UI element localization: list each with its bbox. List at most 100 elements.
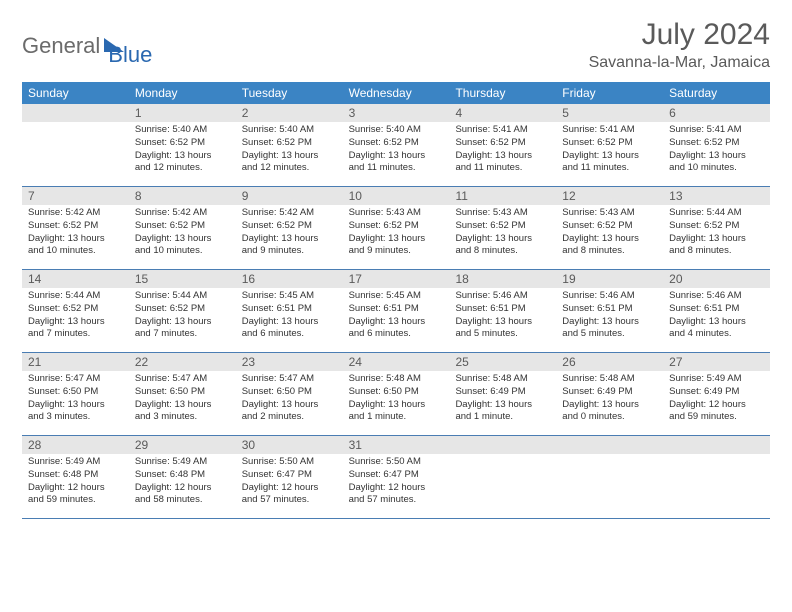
- day-body: Sunrise: 5:44 AMSunset: 6:52 PMDaylight:…: [663, 205, 770, 262]
- day-cell: 22Sunrise: 5:47 AMSunset: 6:50 PMDayligh…: [129, 353, 236, 435]
- day-body: Sunrise: 5:40 AMSunset: 6:52 PMDaylight:…: [236, 122, 343, 179]
- location-label: Savanna-la-Mar, Jamaica: [589, 54, 770, 72]
- sunrise-text: Sunrise: 5:49 AM: [669, 373, 764, 386]
- daylight-text: Daylight: 13 hours and 12 minutes.: [242, 150, 337, 176]
- day-number: 21: [22, 353, 129, 371]
- day-body: Sunrise: 5:40 AMSunset: 6:52 PMDaylight:…: [129, 122, 236, 179]
- day-cell: 30Sunrise: 5:50 AMSunset: 6:47 PMDayligh…: [236, 436, 343, 518]
- week-row: 14Sunrise: 5:44 AMSunset: 6:52 PMDayligh…: [22, 270, 770, 353]
- sunset-text: Sunset: 6:52 PM: [669, 137, 764, 150]
- day-body: Sunrise: 5:45 AMSunset: 6:51 PMDaylight:…: [343, 288, 450, 345]
- daylight-text: Daylight: 13 hours and 4 minutes.: [669, 316, 764, 342]
- day-number: 15: [129, 270, 236, 288]
- day-cell: 20Sunrise: 5:46 AMSunset: 6:51 PMDayligh…: [663, 270, 770, 352]
- day-cell: 5Sunrise: 5:41 AMSunset: 6:52 PMDaylight…: [556, 104, 663, 186]
- day-body: Sunrise: 5:47 AMSunset: 6:50 PMDaylight:…: [129, 371, 236, 428]
- day-cell: 7 Sunrise: 5:42 AMSunset: 6:52 PMDaylight…: [22, 187, 129, 269]
- sunrise-text: Sunrise: 5:41 AM: [669, 124, 764, 137]
- day-body: Sunrise: 5:49 AMSunset: 6:49 PMDaylight:…: [663, 371, 770, 428]
- day-cell: 29 Sunrise: 5:49 AMSunset: 6:48 PMDayligh…: [129, 436, 236, 518]
- daylight-text: Daylight: 12 hours and 59 minutes.: [28, 482, 123, 508]
- sunset-text: Sunset: 6:51 PM: [669, 303, 764, 316]
- day-cell: 12Sunrise: 5:43 AMSunset: 6:52 PMDayligh…: [556, 187, 663, 269]
- weekday-header-cell: Friday: [556, 82, 663, 104]
- day-number: 7: [22, 187, 129, 205]
- sunrise-text: Sunrise: 5:42 AM: [28, 207, 123, 220]
- day-body: [22, 122, 129, 128]
- day-number: 23: [236, 353, 343, 371]
- sunset-text: Sunset: 6:52 PM: [669, 220, 764, 233]
- weekday-header-cell: Thursday: [449, 82, 556, 104]
- day-number: 14: [22, 270, 129, 288]
- daylight-text: Daylight: 13 hours and 2 minutes.: [242, 399, 337, 425]
- day-number: 27: [663, 353, 770, 371]
- day-number: 1: [129, 104, 236, 122]
- day-body: Sunrise: 5:47 AMSunset: 6:50 PMDaylight:…: [236, 371, 343, 428]
- day-body: [449, 454, 556, 460]
- day-cell: 19Sunrise: 5:46 AMSunset: 6:51 PMDayligh…: [556, 270, 663, 352]
- week-row: 7Sunrise: 5:42 AMSunset: 6:52 PMDaylight…: [22, 187, 770, 270]
- sunset-text: Sunset: 6:49 PM: [455, 386, 550, 399]
- daylight-text: Daylight: 13 hours and 6 minutes.: [349, 316, 444, 342]
- day-cell: [22, 104, 129, 186]
- day-body: Sunrise: 5:41 AMSunset: 6:52 PMDaylight:…: [556, 122, 663, 179]
- daylight-text: Daylight: 13 hours and 3 minutes.: [28, 399, 123, 425]
- day-cell: 6Sunrise: 5:41 AMSunset: 6:52 PMDaylight…: [663, 104, 770, 186]
- day-body: Sunrise: 5:46 AMSunset: 6:51 PMDaylight:…: [663, 288, 770, 345]
- day-body: Sunrise: 5:43 AMSunset: 6:52 PMDaylight:…: [449, 205, 556, 262]
- day-cell: [663, 436, 770, 518]
- daylight-text: Daylight: 13 hours and 10 minutes.: [135, 233, 230, 259]
- daylight-text: Daylight: 12 hours and 58 minutes.: [135, 482, 230, 508]
- day-number: 13: [663, 187, 770, 205]
- sunrise-text: Sunrise: 5:40 AM: [242, 124, 337, 137]
- sunset-text: Sunset: 6:50 PM: [28, 386, 123, 399]
- day-number: 9: [236, 187, 343, 205]
- sunrise-text: Sunrise: 5:42 AM: [135, 207, 230, 220]
- day-body: Sunrise: 5:50 AMSunset: 6:47 PMDaylight:…: [343, 454, 450, 511]
- day-body: Sunrise: 5:42 AMSunset: 6:52 PMDaylight:…: [236, 205, 343, 262]
- sunrise-text: Sunrise: 5:49 AM: [135, 456, 230, 469]
- daylight-text: Daylight: 13 hours and 10 minutes.: [28, 233, 123, 259]
- day-cell: 14Sunrise: 5:44 AMSunset: 6:52 PMDayligh…: [22, 270, 129, 352]
- daylight-text: Daylight: 13 hours and 3 minutes.: [135, 399, 230, 425]
- day-number: 20: [663, 270, 770, 288]
- week-row: 21Sunrise: 5:47 AMSunset: 6:50 PMDayligh…: [22, 353, 770, 436]
- day-number: 5: [556, 104, 663, 122]
- day-body: Sunrise: 5:43 AMSunset: 6:52 PMDaylight:…: [556, 205, 663, 262]
- day-cell: 26Sunrise: 5:48 AMSunset: 6:49 PMDayligh…: [556, 353, 663, 435]
- sunrise-text: Sunrise: 5:50 AM: [242, 456, 337, 469]
- day-cell: [449, 436, 556, 518]
- weekday-header-cell: Sunday: [22, 82, 129, 104]
- sunrise-text: Sunrise: 5:47 AM: [28, 373, 123, 386]
- daylight-text: Daylight: 13 hours and 1 minute.: [455, 399, 550, 425]
- calendar: SundayMondayTuesdayWednesdayThursdayFrid…: [22, 82, 770, 519]
- sunrise-text: Sunrise: 5:45 AM: [242, 290, 337, 303]
- daylight-text: Daylight: 12 hours and 57 minutes.: [349, 482, 444, 508]
- day-number: 18: [449, 270, 556, 288]
- header: General Blue July 2024 Savanna-la-Mar, J…: [22, 18, 770, 72]
- day-body: Sunrise: 5:46 AMSunset: 6:51 PMDaylight:…: [449, 288, 556, 345]
- day-body: Sunrise: 5:41 AMSunset: 6:52 PMDaylight:…: [663, 122, 770, 179]
- sunrise-text: Sunrise: 5:50 AM: [349, 456, 444, 469]
- day-body: Sunrise: 5:48 AMSunset: 6:49 PMDaylight:…: [556, 371, 663, 428]
- daylight-text: Daylight: 13 hours and 8 minutes.: [669, 233, 764, 259]
- day-cell: 24Sunrise: 5:48 AMSunset: 6:50 PMDayligh…: [343, 353, 450, 435]
- day-number: 29: [129, 436, 236, 454]
- day-body: Sunrise: 5:46 AMSunset: 6:51 PMDaylight:…: [556, 288, 663, 345]
- sunset-text: Sunset: 6:48 PM: [135, 469, 230, 482]
- day-number: 11: [449, 187, 556, 205]
- sunset-text: Sunset: 6:52 PM: [28, 220, 123, 233]
- day-number: 19: [556, 270, 663, 288]
- daylight-text: Daylight: 13 hours and 11 minutes.: [562, 150, 657, 176]
- day-number: 17: [343, 270, 450, 288]
- day-cell: 16Sunrise: 5:45 AMSunset: 6:51 PMDayligh…: [236, 270, 343, 352]
- sunrise-text: Sunrise: 5:43 AM: [562, 207, 657, 220]
- day-number: 24: [343, 353, 450, 371]
- day-cell: 8Sunrise: 5:42 AMSunset: 6:52 PMDaylight…: [129, 187, 236, 269]
- sunset-text: Sunset: 6:52 PM: [562, 220, 657, 233]
- daylight-text: Daylight: 13 hours and 8 minutes.: [562, 233, 657, 259]
- day-body: Sunrise: 5:50 AMSunset: 6:47 PMDaylight:…: [236, 454, 343, 511]
- logo-text-blue: Blue: [108, 42, 152, 68]
- sunrise-text: Sunrise: 5:42 AM: [242, 207, 337, 220]
- day-cell: 23Sunrise: 5:47 AMSunset: 6:50 PMDayligh…: [236, 353, 343, 435]
